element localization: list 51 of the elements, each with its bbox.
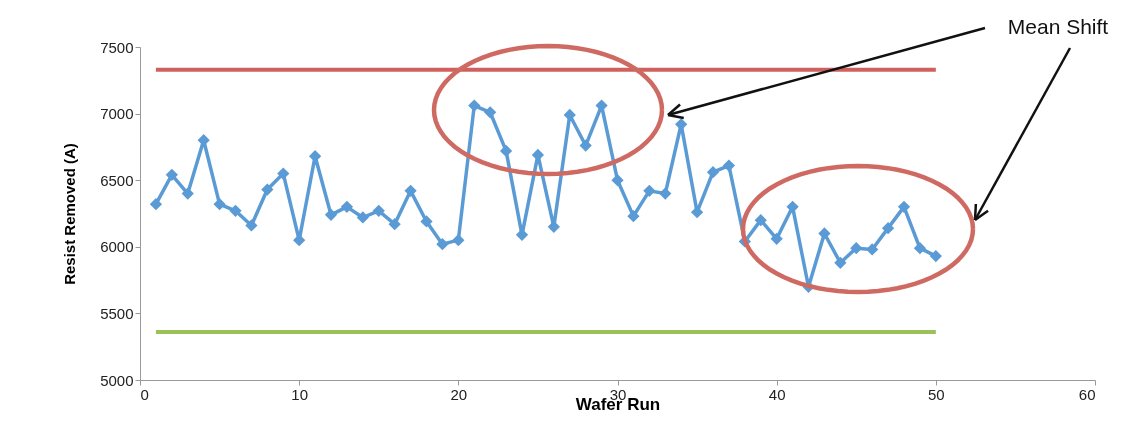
y-axis-title: Resist Removed (A)	[61, 143, 79, 285]
point	[627, 210, 640, 223]
point	[245, 219, 258, 232]
y-tick-label: 6000	[100, 238, 134, 256]
point	[722, 159, 736, 172]
point	[881, 222, 895, 235]
point	[754, 214, 767, 227]
point	[436, 238, 449, 251]
point	[404, 184, 417, 197]
x-tick-label: 40	[768, 385, 786, 403]
point	[372, 204, 385, 217]
point	[324, 208, 338, 221]
point	[149, 198, 163, 211]
y-tick-label: 7000	[100, 105, 134, 123]
point	[834, 256, 847, 269]
y-tick-label: 7500	[100, 38, 134, 56]
point	[706, 166, 720, 179]
point	[452, 234, 465, 247]
point	[579, 139, 592, 152]
point	[818, 227, 831, 240]
y-tick-label: 6500	[100, 171, 134, 189]
point	[420, 215, 433, 228]
x-tick-label: 60	[1078, 385, 1096, 403]
point	[913, 242, 927, 255]
point	[690, 206, 704, 219]
point	[484, 106, 497, 119]
point	[229, 204, 242, 217]
point	[897, 200, 911, 213]
x-tick-label: 10	[291, 385, 309, 403]
point	[277, 167, 290, 180]
x-tick-label: 0	[140, 385, 149, 403]
point	[261, 183, 274, 196]
point	[340, 200, 354, 213]
point	[643, 184, 656, 197]
text: Mean Shift	[1007, 15, 1109, 38]
point	[659, 187, 672, 200]
point	[929, 250, 942, 263]
x-tick-label: 50	[927, 385, 945, 403]
point	[388, 218, 401, 231]
point	[866, 243, 879, 256]
point	[356, 211, 369, 224]
y-tick-label: 5500	[100, 304, 134, 322]
point	[468, 99, 481, 112]
point	[499, 144, 513, 158]
point	[213, 198, 226, 211]
y-tick-label: 5000	[100, 371, 134, 389]
x-tick-label: 20	[450, 385, 468, 403]
point	[611, 174, 624, 187]
point	[181, 187, 194, 200]
point	[165, 168, 178, 181]
point	[770, 232, 783, 245]
